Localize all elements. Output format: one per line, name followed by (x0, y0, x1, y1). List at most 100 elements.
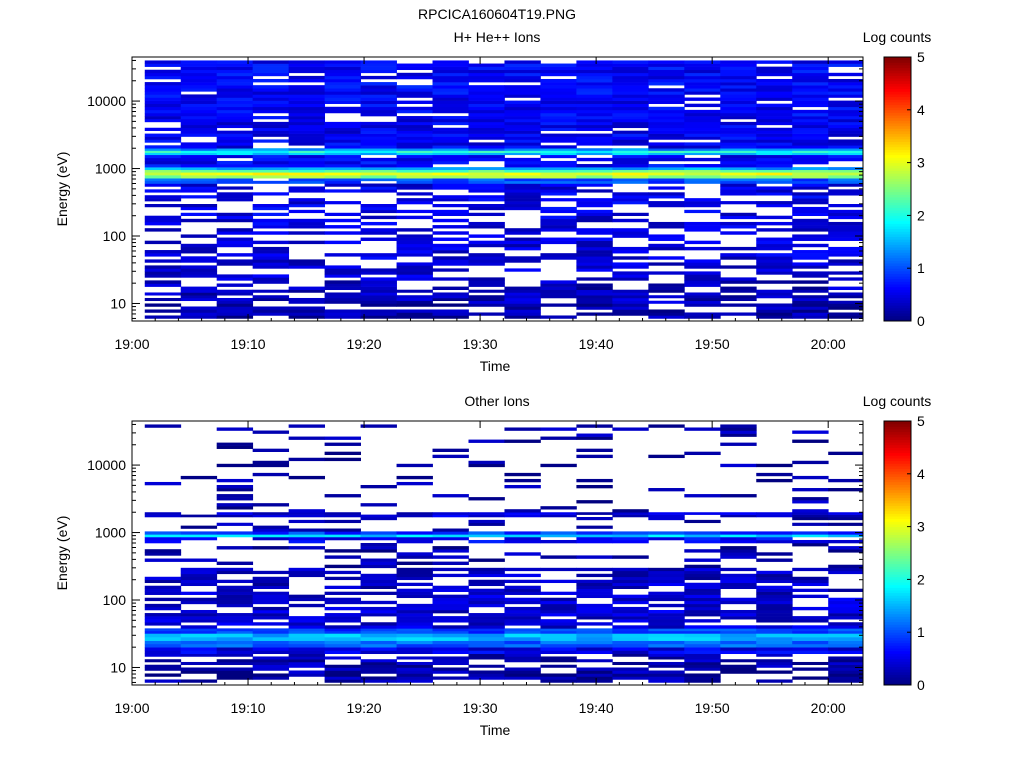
heatmap-cell (504, 157, 541, 162)
heatmap-cell (720, 72, 757, 77)
heatmap-cell (396, 228, 433, 232)
heatmap-cell (324, 613, 361, 617)
heatmap-cell (468, 206, 505, 211)
heatmap-cell (468, 259, 505, 263)
heatmap-cell (540, 286, 577, 291)
heatmap-cell (396, 178, 433, 182)
heatmap-cell (360, 585, 397, 589)
heatmap-cell (756, 201, 793, 205)
heatmap-cell (756, 280, 793, 284)
heatmap-cell (720, 100, 757, 104)
colorbar-segment (884, 268, 911, 272)
heatmap-cell (756, 106, 793, 111)
heatmap-cell (468, 127, 505, 131)
heatmap-cell (432, 150, 469, 153)
heatmap-cell (720, 637, 757, 641)
colorbar-segment (884, 463, 911, 467)
heatmap-cell (828, 192, 864, 196)
heatmap-cell (576, 594, 613, 599)
heatmap-cell (468, 439, 505, 443)
heatmap-cell (576, 60, 613, 64)
heatmap-cell (396, 633, 433, 638)
heatmap-cell (432, 616, 469, 620)
heatmap-cell (216, 164, 254, 168)
heatmap-cell (792, 576, 829, 581)
heatmap-cell (576, 139, 613, 143)
heatmap-cell (216, 306, 254, 310)
heatmap-cell (756, 573, 793, 578)
heatmap-cell (252, 157, 290, 162)
heatmap-cell (324, 555, 361, 559)
heatmap-cell (180, 218, 218, 223)
colorbar-segment (884, 78, 911, 82)
colorbar-segment (884, 91, 911, 95)
heatmap-cell (504, 439, 541, 443)
heatmap-cell (504, 306, 541, 310)
colorbar-segment (884, 120, 911, 124)
heatmap-cell (828, 661, 864, 666)
heatmap-cell (216, 139, 254, 143)
heatmap-cell (756, 539, 793, 544)
heatmap-cell (324, 528, 361, 532)
heatmap-cell (180, 189, 218, 193)
heatmap-cell (684, 564, 721, 569)
heatmap-cell (504, 145, 541, 149)
heatmap-cell (684, 539, 721, 544)
heatmap-cell (720, 152, 757, 156)
heatmap-cell (828, 647, 864, 651)
heatmap-cell (648, 142, 685, 146)
heatmap-cell (828, 622, 864, 626)
heatmap-cell (828, 91, 864, 95)
heatmap-cell (468, 603, 505, 608)
heatmap-cell (792, 309, 829, 313)
colorbar-segment (884, 473, 911, 477)
heatmap-cell (684, 130, 721, 134)
heatmap-cell (720, 106, 757, 111)
heatmap-cell (324, 91, 361, 95)
heatmap-cell (540, 152, 577, 156)
heatmap-cell (540, 579, 577, 584)
heatmap-cell (396, 201, 433, 205)
heatmap-cell (360, 150, 397, 153)
heatmap-cell (144, 215, 182, 220)
heatmap-cell (684, 169, 721, 173)
heatmap-cell (216, 514, 254, 518)
heatmap-cell (684, 667, 721, 671)
heatmap-cell (324, 169, 361, 173)
colorbar-segment (884, 236, 911, 240)
heatmap-cell (684, 315, 721, 319)
colorbar-tick-label: 0 (917, 313, 925, 329)
heatmap-cell (216, 169, 254, 173)
heatmap-cell (216, 546, 254, 550)
heatmap-cell (828, 588, 864, 592)
heatmap-cell (648, 650, 685, 655)
heatmap-cell (540, 145, 577, 149)
heatmap-cell (792, 221, 829, 226)
heatmap-cell (504, 121, 541, 126)
heatmap-cell (396, 534, 433, 538)
heatmap-cell (720, 253, 757, 257)
heatmap-cell (504, 139, 541, 143)
heatmap-cell (360, 531, 397, 535)
heatmap-cell (324, 133, 361, 137)
heatmap-cell (216, 633, 254, 638)
heatmap-cell (468, 63, 505, 67)
heatmap-cell (756, 82, 793, 86)
heatmap-cell (828, 679, 864, 683)
heatmap-cell (252, 673, 290, 677)
heatmap-cell (360, 312, 397, 316)
heatmap-cell (396, 576, 433, 581)
heatmap-cell (576, 142, 613, 146)
heatmap-cell (576, 591, 613, 595)
heatmap-cell (828, 262, 864, 266)
heatmap-cell (648, 88, 685, 92)
heatmap-cell (144, 259, 182, 263)
heatmap-cell (792, 243, 829, 248)
heatmap-cell (468, 150, 505, 153)
heatmap-cell (252, 218, 290, 223)
heatmap-cell (180, 633, 218, 638)
heatmap-cell (684, 164, 721, 168)
heatmap-cell (576, 133, 613, 137)
heatmap-cell (540, 192, 577, 196)
heatmap-cell (792, 643, 829, 648)
